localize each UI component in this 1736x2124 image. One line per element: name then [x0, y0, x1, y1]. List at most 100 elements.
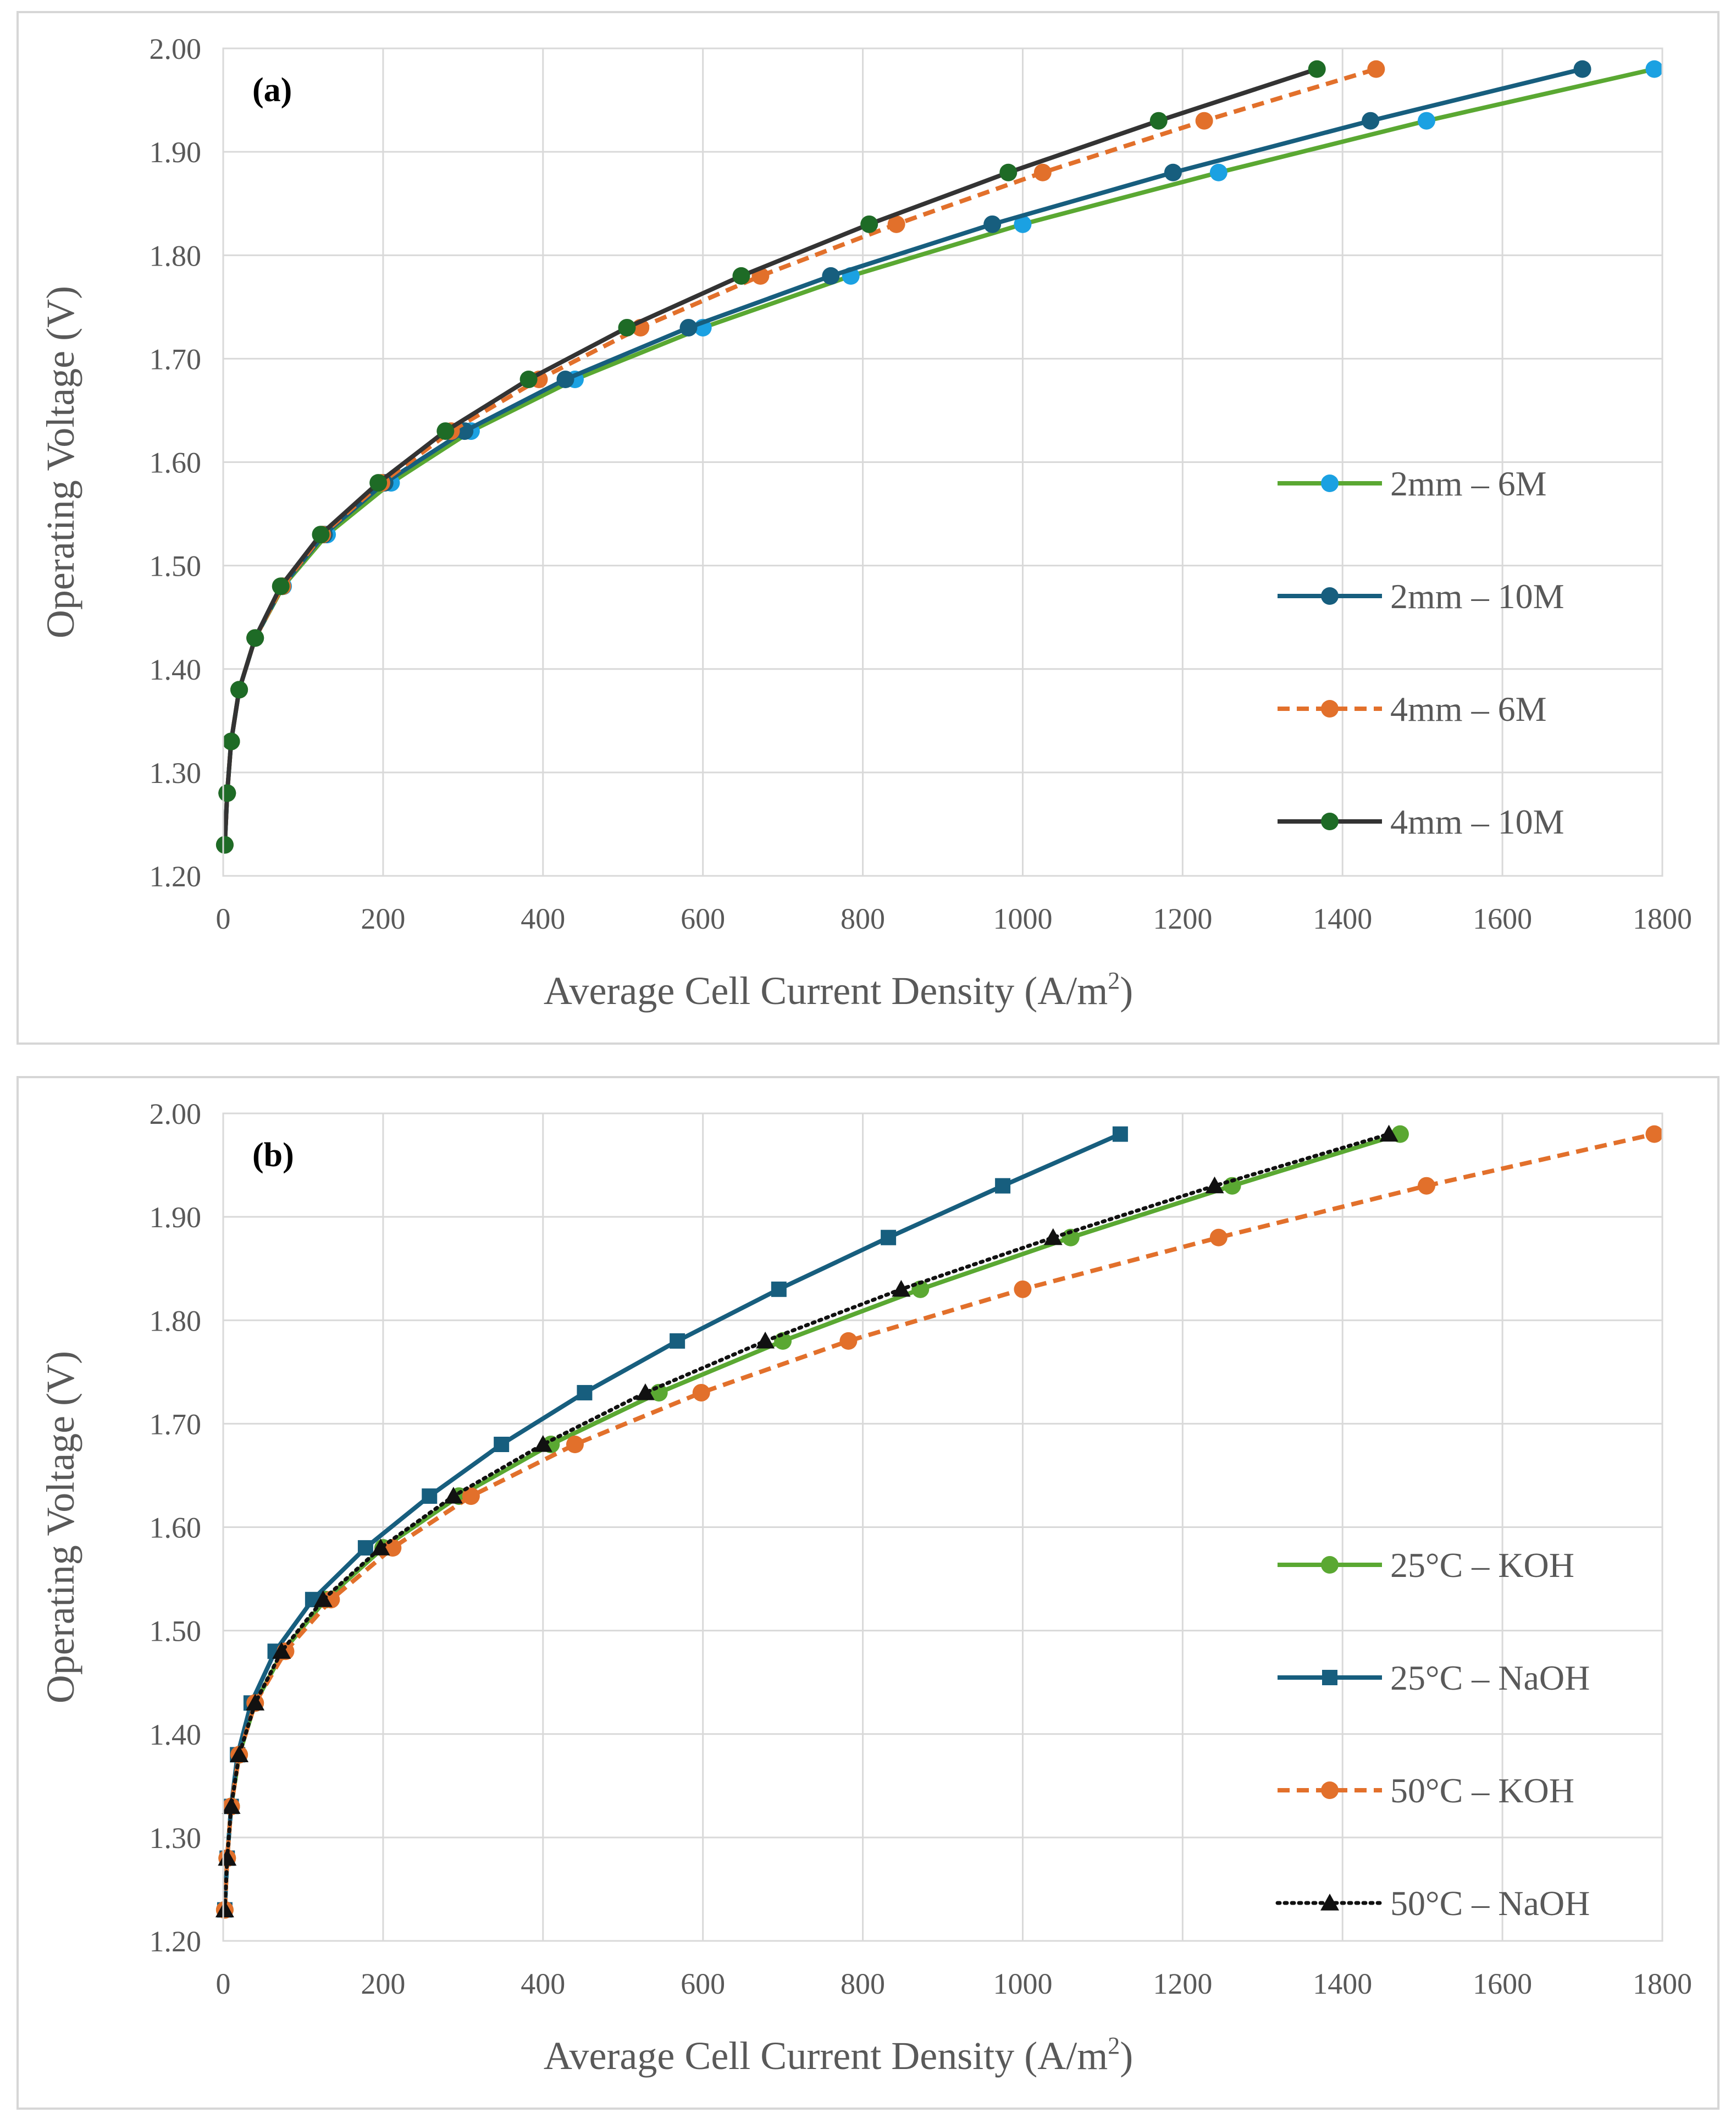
data-point-marker: [218, 784, 236, 802]
series-group: [215, 1124, 1398, 1918]
x-tick-label: 1600: [1473, 902, 1532, 935]
x-tick-label: 600: [681, 902, 725, 935]
series-line: [222, 67, 1583, 845]
data-point-marker: [533, 1435, 552, 1452]
y-tick-label: 1.20: [150, 860, 202, 893]
panel-label: (b): [252, 1137, 294, 1174]
y-tick-label: 1.90: [150, 1201, 202, 1234]
data-point-marker: [1205, 1176, 1224, 1194]
panel-label: (a): [252, 71, 292, 109]
x-tick-label: 1200: [1153, 1967, 1212, 2000]
x-tick-label: 800: [841, 902, 885, 935]
series-line: [223, 1132, 1391, 1912]
y-tick-label: 2.00: [150, 32, 202, 65]
series-line: [222, 1132, 1121, 1910]
y-axis-title: Operating Voltage (V): [38, 286, 82, 638]
data-point-marker: [692, 1383, 710, 1402]
y-tick-label: 1.30: [150, 1822, 202, 1855]
data-point-marker: [1573, 60, 1591, 78]
x-tick-label: 0: [216, 902, 231, 935]
legend-marker: [1321, 813, 1339, 830]
data-point-marker: [371, 1538, 390, 1555]
data-point-marker: [1014, 215, 1032, 233]
data-point-marker: [771, 1281, 787, 1297]
legend-marker: [1321, 475, 1339, 492]
y-tick-label: 2.00: [150, 1097, 202, 1130]
data-point-marker: [1645, 60, 1663, 78]
x-tick-label: 400: [521, 902, 565, 935]
x-axis-title-end: ): [1120, 969, 1133, 1013]
data-point-marker: [222, 732, 240, 751]
data-point-marker: [230, 1745, 249, 1762]
data-point-marker: [1209, 163, 1228, 181]
data-point-marker: [369, 474, 388, 492]
series-group: [215, 60, 1663, 854]
legend-marker: [1321, 700, 1339, 718]
data-point-marker: [1209, 1228, 1228, 1246]
data-point-marker: [313, 1590, 333, 1607]
x-tick-label: 1800: [1633, 1967, 1692, 2000]
x-tick-label: 1200: [1153, 902, 1212, 935]
series-line: [222, 67, 1318, 845]
data-point-marker: [566, 1436, 584, 1453]
data-point-marker: [756, 1331, 775, 1349]
x-axis-title-superscript: 2: [1108, 2032, 1120, 2059]
data-point-marker: [1645, 1125, 1663, 1143]
data-point-marker: [887, 215, 905, 233]
y-tick-label: 1.70: [150, 343, 202, 376]
data-point-marker: [1149, 112, 1168, 130]
legend: 2mm – 6M 2mm – 10M 4mm – 6M 4mm – 10M: [1278, 464, 1564, 841]
data-point-marker: [1195, 112, 1213, 130]
data-point-marker: [1164, 163, 1182, 181]
chart-b-svg: 0 200 400 600 800 1000 1200 1400 1600 1800 1.20 1.3…: [38, 1097, 1692, 2078]
data-point-marker: [1043, 1228, 1063, 1245]
x-tick-label: 200: [361, 1967, 405, 2000]
y-tick-label: 1.90: [150, 136, 202, 169]
data-point-marker: [983, 215, 1002, 233]
data-point-marker: [732, 267, 750, 285]
data-point-marker: [222, 1797, 241, 1814]
legend-label: 2mm – 6M: [1390, 464, 1546, 503]
x-tick-label: 400: [521, 1967, 565, 2000]
data-point-marker: [839, 1332, 858, 1350]
data-point-marker: [312, 526, 330, 544]
y-tick-label: 1.80: [150, 1304, 202, 1337]
data-point-marker: [618, 318, 636, 336]
legend-marker: [1321, 1556, 1339, 1574]
data-point-marker: [1112, 1126, 1128, 1142]
series-group: [215, 60, 1326, 854]
data-point-marker: [995, 1178, 1011, 1194]
data-point-marker: [246, 1693, 265, 1711]
data-point-marker: [1061, 1228, 1080, 1246]
x-tick-label: 800: [841, 1967, 885, 2000]
data-point-marker: [860, 215, 878, 233]
data-point-marker: [1367, 60, 1385, 78]
series-group: [215, 60, 1591, 854]
y-tick-label: 1.80: [150, 239, 202, 272]
plot-area-border: [222, 1112, 1663, 1942]
x-axis-title-superscript: 2: [1108, 967, 1120, 994]
legend-label: 4mm – 10M: [1390, 802, 1564, 841]
data-point-marker: [1033, 163, 1052, 181]
legend-label: 50°C – NaOH: [1390, 1884, 1590, 1923]
x-tick-label: 1400: [1313, 1967, 1372, 2000]
data-point-marker: [670, 1333, 685, 1349]
x-tick-label: 1400: [1313, 902, 1372, 935]
gridlines: [222, 1112, 1663, 1942]
data-point-marker: [436, 422, 455, 440]
data-point-marker: [422, 1488, 438, 1504]
y-tick-label: 1.50: [150, 1615, 202, 1648]
y-axis-title: Operating Voltage (V): [38, 1351, 82, 1703]
y-tick-label: 1.40: [150, 653, 202, 686]
y-tick-label: 1.70: [150, 1408, 202, 1441]
y-tick-label: 1.20: [150, 1925, 202, 1958]
x-tick-label: 600: [681, 1967, 725, 2000]
data-point-marker: [272, 1642, 291, 1659]
series-line: [222, 67, 1377, 845]
data-point-marker: [1417, 112, 1435, 130]
data-point-marker: [519, 371, 538, 388]
x-axis-title-main: Average Cell Current Density (A/m: [544, 2034, 1108, 2078]
x-axis-title-main: Average Cell Current Density (A/m: [544, 969, 1108, 1013]
data-point-marker: [679, 318, 698, 336]
data-point-marker: [272, 577, 290, 595]
